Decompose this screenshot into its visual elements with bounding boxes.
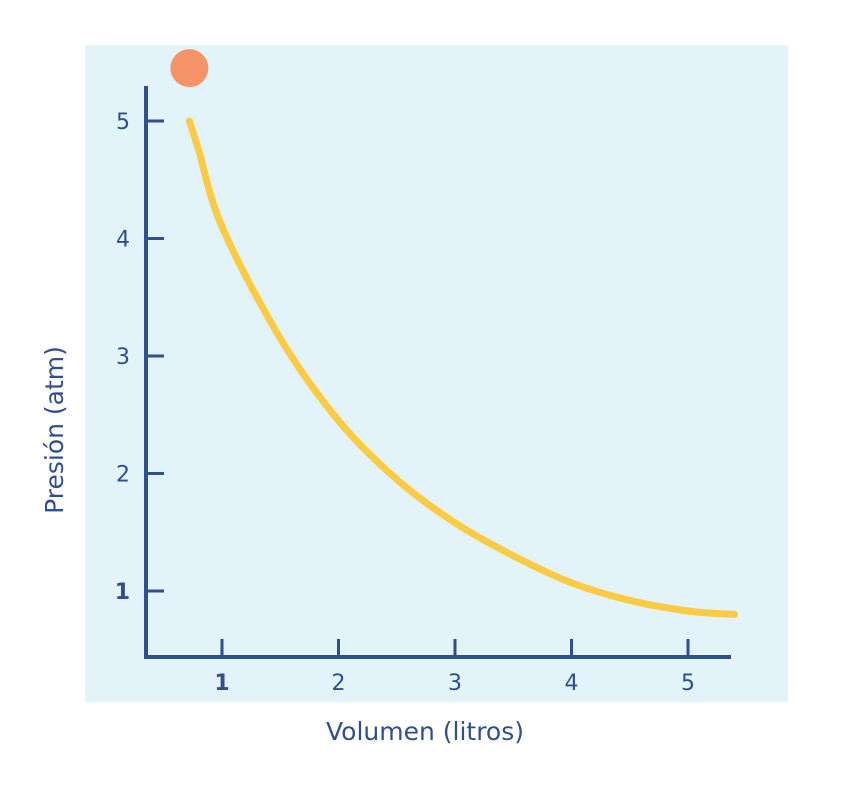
y-axis-title: Presión (atm) — [40, 346, 69, 514]
axes — [144, 86, 731, 659]
y-tick-label: 4 — [116, 228, 130, 253]
x-tick-label: 1 — [214, 671, 229, 696]
y-tick-label: 2 — [116, 463, 130, 488]
x-tick-label: 3 — [448, 671, 462, 696]
x-tick-label: 2 — [332, 671, 346, 696]
y-ticks: 1 2 3 4 5 — [115, 110, 164, 605]
y-tick-label: 1 — [115, 580, 130, 605]
x-tick-label: 4 — [565, 671, 579, 696]
y-tick-label: 3 — [116, 345, 130, 370]
x-axis-title: Volumen (litros) — [326, 717, 524, 746]
x-tick-label: 5 — [681, 671, 695, 696]
series-line — [185, 117, 739, 618]
y-tick-label: 5 — [116, 110, 130, 135]
plot-background — [85, 45, 788, 702]
highlight-point — [170, 49, 209, 88]
x-ticks: 1 2 3 4 5 — [214, 639, 695, 696]
